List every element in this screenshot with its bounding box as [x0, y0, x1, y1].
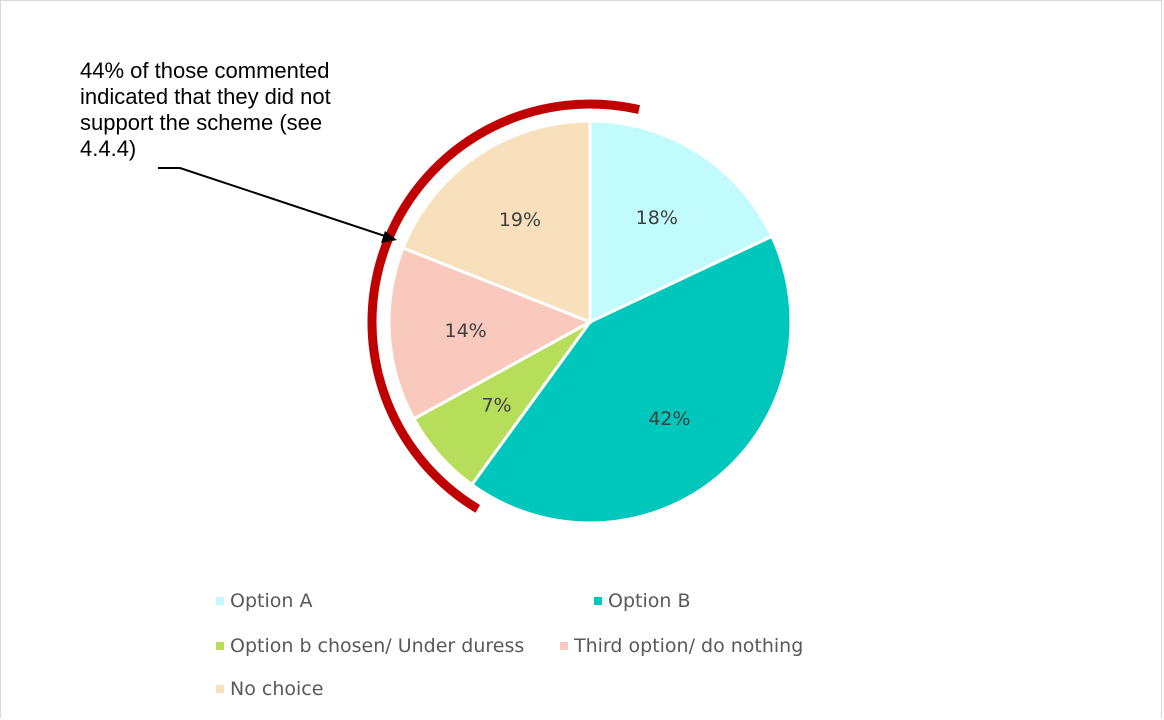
annotation-line-4: 4.4.4) [80, 136, 136, 161]
slice-label: 42% [648, 408, 690, 430]
annotation-arrow-line [158, 167, 389, 238]
pie-slice [401, 119, 592, 325]
legend-swatch [560, 642, 568, 650]
pie-slice [469, 234, 793, 525]
legend-swatch [216, 642, 224, 650]
legend: Option A Option B Option b chosen/ Under d… [216, 590, 803, 700]
legend-label: Third option/ do nothing [573, 635, 803, 657]
annotation-line-1: 44% of those commented [80, 58, 329, 83]
pie-slice [387, 246, 594, 421]
slice-label: 7% [481, 394, 511, 416]
legend-label: Option A [230, 590, 312, 612]
legend-label: Option b chosen/ Under duress [230, 635, 524, 657]
legend-swatch [216, 685, 224, 693]
pie-slices [387, 119, 793, 525]
slice-label: 19% [499, 209, 541, 231]
annotation-arrowhead [381, 231, 397, 243]
slice-labels: 18% 42% 7% 14% 19% [445, 207, 691, 430]
pie-slice [588, 119, 774, 325]
legend-label: No choice [230, 678, 323, 700]
legend-swatch [216, 597, 224, 605]
annotation: 44% of those commented indicated that th… [80, 58, 397, 243]
slice-label: 14% [445, 320, 487, 342]
annotation-line-2: indicated that they did not [80, 84, 331, 109]
legend-label: Option B [608, 590, 691, 612]
legend-swatch [594, 597, 602, 605]
annotation-line-3: support the scheme (see [80, 110, 322, 135]
slice-label: 18% [636, 207, 678, 229]
